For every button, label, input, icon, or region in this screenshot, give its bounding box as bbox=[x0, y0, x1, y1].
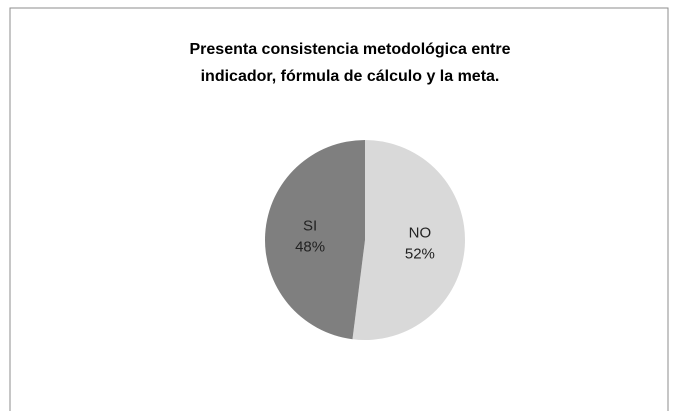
chart-frame bbox=[9, 7, 669, 411]
slice-value-label: 48% bbox=[295, 239, 325, 256]
chart-title: Presenta consistencia metodológica entre bbox=[190, 41, 511, 58]
chart-title: indicador, fórmula de cálculo y la meta. bbox=[201, 68, 500, 85]
pie-slice bbox=[265, 139, 365, 340]
slice-value-label: 52% bbox=[405, 245, 435, 262]
slice-category-label: NO bbox=[409, 224, 432, 241]
slice-category-label: SI bbox=[303, 218, 317, 235]
pie-slice bbox=[352, 140, 466, 340]
